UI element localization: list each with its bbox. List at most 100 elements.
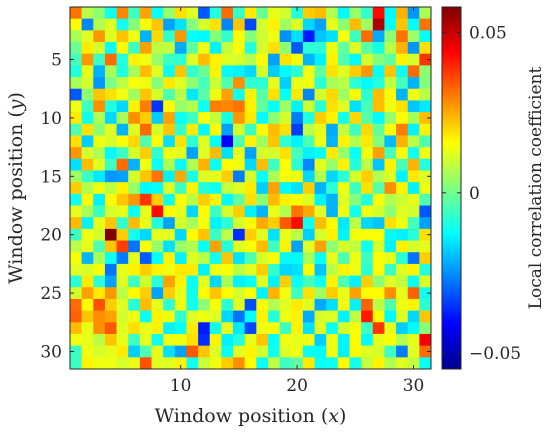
heatmap-cell	[186, 147, 199, 160]
colorbar-tick-label: 0.05	[469, 24, 507, 44]
heatmap-cell	[302, 275, 315, 288]
heatmap-cell	[256, 298, 269, 311]
heatmap-cell	[361, 205, 374, 218]
heatmap-cell	[302, 193, 315, 206]
heatmap-cell	[139, 135, 152, 148]
heatmap-cell	[128, 193, 141, 206]
heatmap-cell	[139, 158, 152, 171]
heatmap-cell	[279, 112, 292, 125]
heatmap-cell	[396, 182, 409, 195]
heatmap-cell	[93, 322, 106, 335]
heatmap-cell	[291, 42, 304, 55]
heatmap-cell	[279, 135, 292, 148]
heatmap-cell	[81, 263, 94, 276]
heatmap-cell	[407, 357, 420, 370]
heatmap-cell	[116, 30, 129, 43]
heatmap-cell	[93, 112, 106, 125]
heatmap-cell	[314, 7, 327, 20]
heatmap-cell	[128, 345, 141, 358]
heatmap-cell	[407, 322, 420, 335]
heatmap-cell	[233, 65, 246, 78]
heatmap-cell	[186, 7, 199, 20]
heatmap-cell	[419, 65, 432, 78]
heatmap-cell	[186, 65, 199, 78]
heatmap-cell	[407, 7, 420, 20]
heatmap-cell	[116, 77, 129, 90]
heatmap-cell	[372, 53, 385, 66]
heatmap-cell	[163, 182, 176, 195]
heatmap-cell	[396, 275, 409, 288]
heatmap-cell	[302, 112, 315, 125]
heatmap-cell	[93, 345, 106, 358]
heatmap-cell	[361, 240, 374, 253]
heatmap-cell	[407, 100, 420, 113]
heatmap-cell	[337, 240, 350, 253]
heatmap-cell	[128, 275, 141, 288]
heatmap-cell	[314, 287, 327, 300]
heatmap-cell	[116, 135, 129, 148]
heatmap-cell	[267, 252, 280, 265]
heatmap-cell	[256, 77, 269, 90]
heatmap-cell	[116, 310, 129, 323]
heatmap-cell	[279, 88, 292, 101]
heatmap-cell	[407, 205, 420, 218]
heatmap-cell	[128, 228, 141, 241]
heatmap-cell	[70, 333, 82, 346]
heatmap-cell	[419, 275, 432, 288]
heatmap-cell	[151, 53, 164, 66]
heatmap-cell	[267, 100, 280, 113]
heatmap-cell	[396, 42, 409, 55]
heatmap-cell	[233, 77, 246, 90]
heatmap-cell	[70, 112, 82, 125]
heatmap-cell	[291, 252, 304, 265]
heatmap-cell	[302, 228, 315, 241]
heatmap-cell	[186, 217, 199, 230]
heatmap-cell	[407, 252, 420, 265]
heatmap-cell	[93, 7, 106, 20]
heatmap-cell	[93, 123, 106, 136]
heatmap-cell	[233, 170, 246, 183]
heatmap-cell	[419, 30, 432, 43]
heatmap-cell	[349, 147, 362, 160]
heatmap-cell	[233, 7, 246, 20]
heatmap-cell	[314, 112, 327, 125]
heatmap-cell	[70, 240, 82, 253]
heatmap-cell	[337, 182, 350, 195]
heatmap-cell	[198, 65, 211, 78]
heatmap-cell	[396, 112, 409, 125]
heatmap-cell	[221, 53, 234, 66]
heatmap-cell	[372, 112, 385, 125]
heatmap-cell	[81, 30, 94, 43]
heatmap-cell	[361, 170, 374, 183]
heatmap-cell	[198, 252, 211, 265]
heatmap-cell	[302, 30, 315, 43]
heatmap-cell	[198, 158, 211, 171]
x-tick-label: 20	[286, 376, 308, 396]
heatmap-cell	[302, 158, 315, 171]
heatmap-cell	[81, 18, 94, 31]
heatmap-cell	[186, 42, 199, 55]
heatmap-cell	[128, 135, 141, 148]
heatmap-cell	[128, 88, 141, 101]
heatmap-cell	[396, 357, 409, 370]
heatmap-cell	[128, 147, 141, 160]
heatmap-cell	[419, 77, 432, 90]
heatmap-cell	[349, 263, 362, 276]
heatmap-cell	[291, 88, 304, 101]
heatmap-cell	[174, 135, 187, 148]
y-axis-ticks: 5 10 15 20 25 30	[40, 51, 431, 362]
heatmap-cell	[361, 18, 374, 31]
heatmap-cell	[291, 333, 304, 346]
heatmap-cell	[349, 18, 362, 31]
heatmap-cell	[396, 30, 409, 43]
heatmap-cell	[151, 65, 164, 78]
heatmap-cell	[221, 252, 234, 265]
heatmap-cell	[244, 193, 257, 206]
heatmap-cell	[372, 123, 385, 136]
heatmap-cell	[256, 100, 269, 113]
heatmap-cell	[151, 77, 164, 90]
heatmap-cell	[81, 240, 94, 253]
heatmap-cell	[267, 30, 280, 43]
heatmap-cell	[81, 147, 94, 160]
heatmap-cell	[70, 217, 82, 230]
